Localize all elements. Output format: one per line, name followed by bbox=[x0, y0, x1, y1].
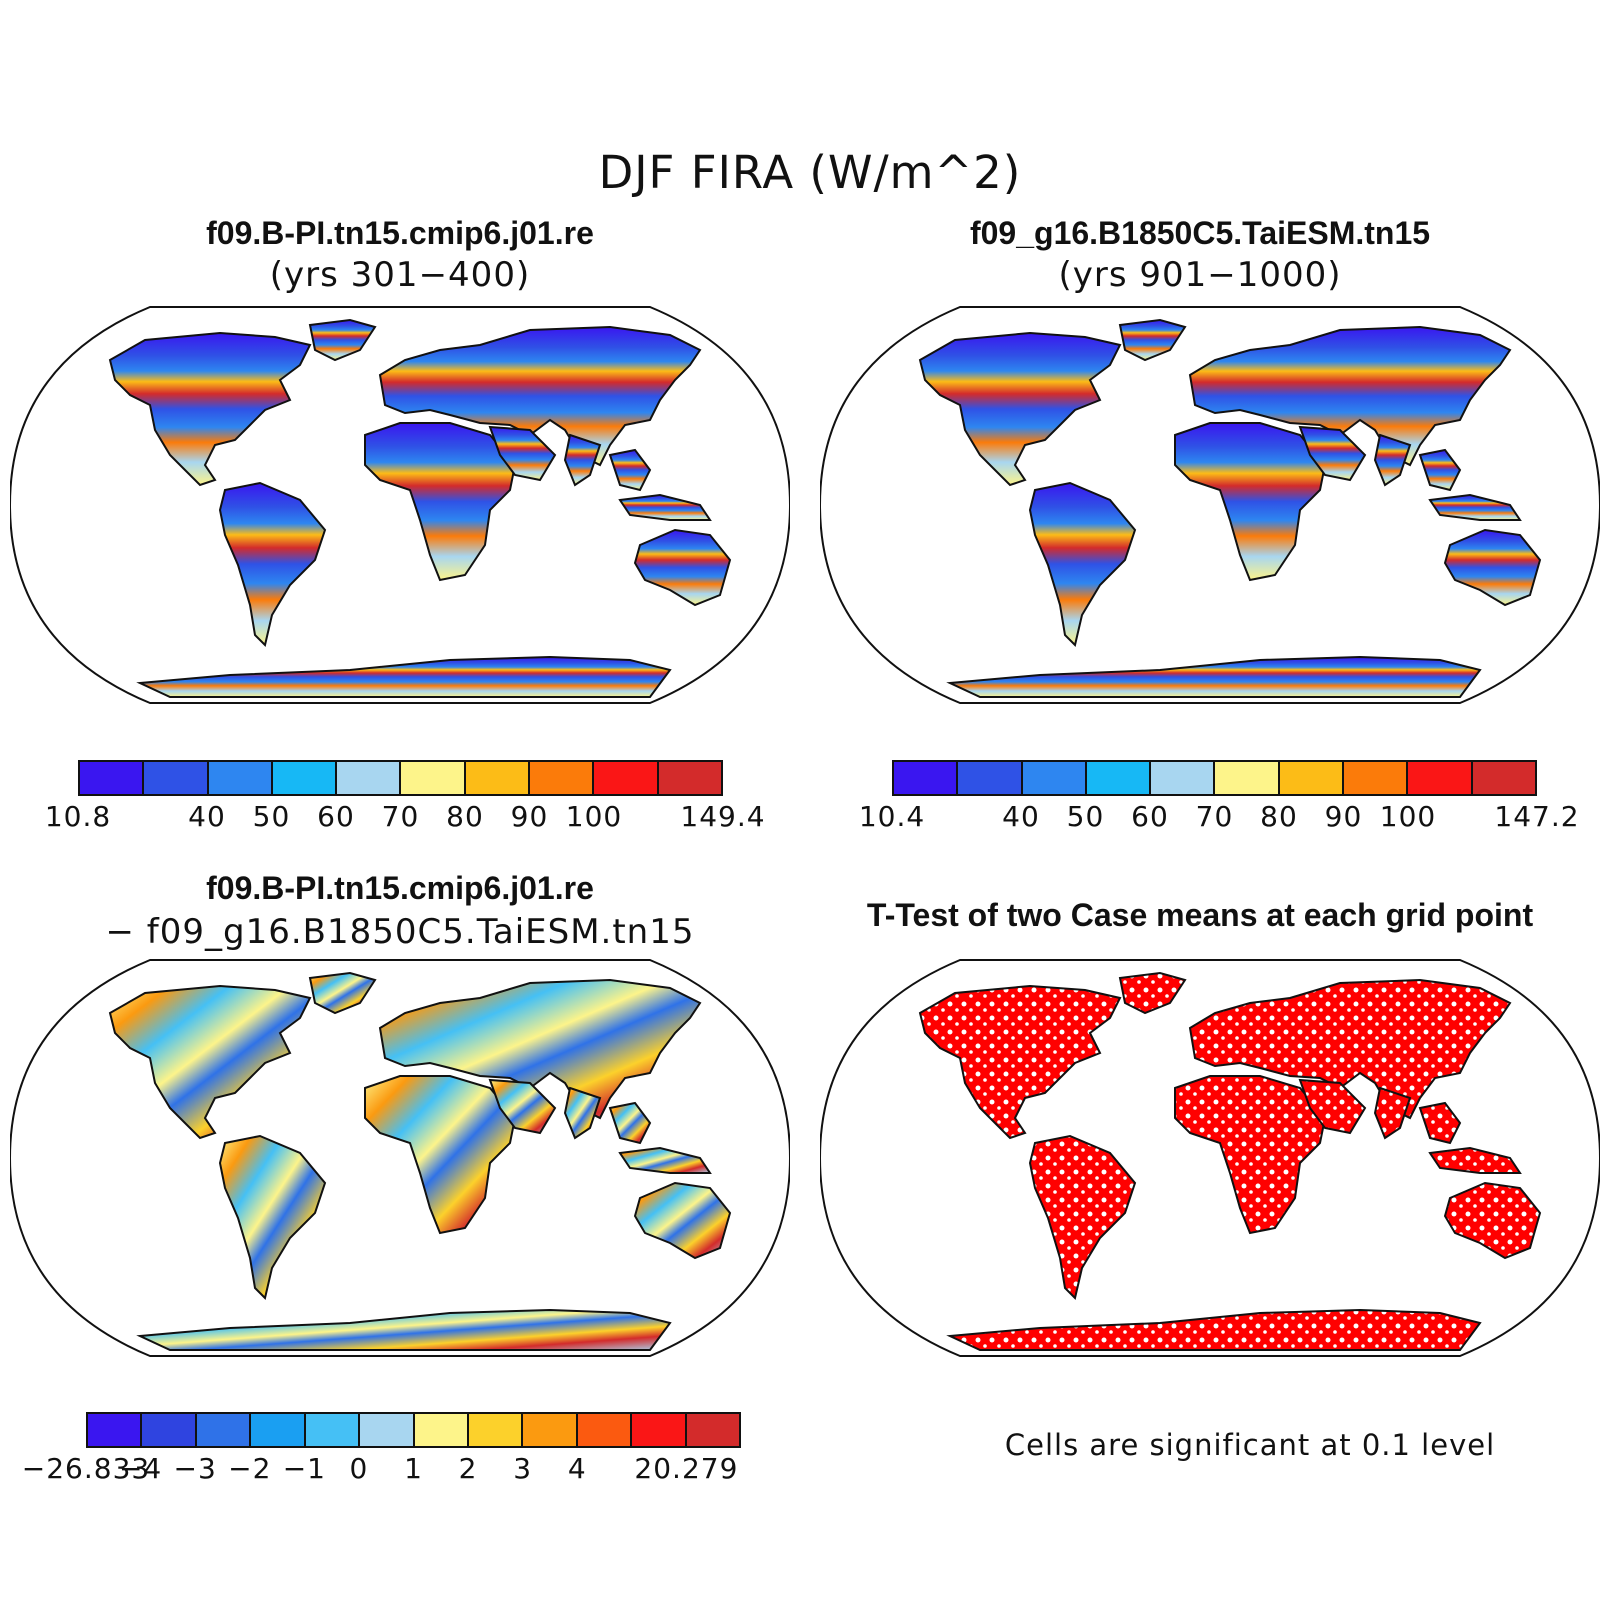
colorbar-tick-label: −2 bbox=[228, 1452, 272, 1485]
panel4-map-border bbox=[820, 959, 1600, 1357]
panel2-map-border bbox=[820, 306, 1600, 704]
colorbar-tick-label: 4 bbox=[567, 1452, 587, 1485]
colorbar-tick-label: 60 bbox=[317, 800, 355, 833]
colorbar-swatch bbox=[530, 762, 595, 794]
colorbar-swatch bbox=[142, 1414, 197, 1446]
colorbar-tick-label: 70 bbox=[381, 800, 420, 833]
colorbar-tick-label: 90 bbox=[510, 800, 549, 833]
panel4-map bbox=[820, 959, 1600, 1357]
panel1-map-border bbox=[10, 306, 790, 704]
panel1-subtitle: (yrs 301−400) bbox=[269, 255, 531, 295]
colorbar-tick-label: 80 bbox=[446, 800, 484, 833]
colorbar-swatch bbox=[272, 762, 338, 794]
panel4-land bbox=[919, 972, 1541, 1351]
panel3-title: f09.B-PI.tn15.cmip6.j01.re bbox=[206, 870, 594, 906]
colorbar-swatch bbox=[80, 762, 145, 794]
panel1-land bbox=[109, 319, 731, 698]
panel4-note: Cells are significant at 0.1 level bbox=[1004, 1428, 1496, 1462]
colorbar-tick-label: −4 bbox=[118, 1452, 163, 1485]
colorbar-tick-label: 149.4 bbox=[680, 800, 766, 833]
colorbar-tick-label: −1 bbox=[282, 1452, 326, 1485]
colorbar-tick-label: 80 bbox=[1260, 800, 1298, 833]
colorbar-swatch bbox=[208, 762, 273, 794]
panel1-map bbox=[10, 306, 790, 704]
colorbar-swatch bbox=[1408, 762, 1473, 794]
panel2-land bbox=[919, 319, 1541, 698]
colorbar-tick-label: 10.4 bbox=[858, 800, 926, 833]
colorbar-tick-label: 100 bbox=[565, 800, 623, 833]
colorbar-swatch bbox=[894, 762, 959, 794]
colorbar-swatch bbox=[958, 762, 1023, 794]
colorbar-swatch bbox=[1344, 762, 1409, 794]
colorbar-tick-label: 3 bbox=[513, 1452, 533, 1485]
colorbar-swatch bbox=[196, 1414, 252, 1446]
colorbar-swatch bbox=[686, 1414, 740, 1446]
colorbar-tick-label: 90 bbox=[1324, 800, 1363, 833]
colorbar-tick-label: 50 bbox=[1066, 800, 1105, 833]
panel3-land bbox=[109, 972, 731, 1351]
panel2-colorbar bbox=[892, 760, 1537, 796]
colorbar-swatch bbox=[632, 1414, 687, 1446]
panel3-colorbar bbox=[86, 1412, 741, 1448]
panel2-title: f09_g16.B1850C5.TaiESM.tn15 bbox=[969, 215, 1431, 251]
colorbar-swatch bbox=[337, 762, 402, 794]
panel4-title: T-Test of two Case means at each grid po… bbox=[866, 897, 1534, 933]
colorbar-swatch bbox=[360, 1414, 415, 1446]
colorbar-swatch bbox=[88, 1414, 143, 1446]
colorbar-swatch bbox=[144, 762, 209, 794]
colorbar-swatch bbox=[305, 1414, 361, 1446]
colorbar-swatch bbox=[414, 1414, 469, 1446]
panel3-subtitle: − f09_g16.B1850C5.TaiESM.tn15 bbox=[105, 912, 695, 952]
colorbar-swatch bbox=[594, 762, 659, 794]
colorbar-swatch bbox=[1215, 762, 1280, 794]
colorbar-tick-label: 20.279 bbox=[634, 1452, 739, 1485]
colorbar-tick-label: 2 bbox=[458, 1452, 478, 1485]
colorbar-tick-label: 40 bbox=[188, 800, 226, 833]
panel3-map bbox=[10, 959, 790, 1357]
colorbar-swatch bbox=[1022, 762, 1087, 794]
panel1-colorbar bbox=[78, 760, 723, 796]
colorbar-tick-label: 10.8 bbox=[44, 800, 112, 833]
colorbar-tick-label: 70 bbox=[1195, 800, 1234, 833]
colorbar-tick-label: 40 bbox=[1002, 800, 1040, 833]
colorbar-swatch bbox=[1279, 762, 1345, 794]
colorbar-tick-label: 60 bbox=[1131, 800, 1169, 833]
colorbar-swatch bbox=[1086, 762, 1152, 794]
colorbar-tick-label: 147.2 bbox=[1494, 800, 1580, 833]
colorbar-swatch bbox=[1472, 762, 1535, 794]
colorbar-swatch bbox=[1151, 762, 1216, 794]
panel2-map bbox=[820, 306, 1600, 704]
panel2-subtitle: (yrs 901−1000) bbox=[1058, 255, 1342, 295]
colorbar-tick-label: 1 bbox=[404, 1452, 423, 1485]
colorbar-tick-label: −26.833 bbox=[21, 1452, 151, 1485]
colorbar-tick-label: 100 bbox=[1379, 800, 1437, 833]
figure-title: DJF FIRA (W/m^2) bbox=[598, 146, 1022, 199]
colorbar-swatch bbox=[401, 762, 466, 794]
colorbar-tick-label: 50 bbox=[252, 800, 291, 833]
colorbar-swatch bbox=[577, 1414, 633, 1446]
colorbar-tick-label: 0 bbox=[349, 1452, 369, 1485]
colorbar-swatch bbox=[468, 1414, 524, 1446]
colorbar-tick-label: −3 bbox=[173, 1452, 217, 1485]
colorbar-swatch bbox=[251, 1414, 306, 1446]
colorbar-swatch bbox=[658, 762, 721, 794]
panel1-title: f09.B-PI.tn15.cmip6.j01.re bbox=[206, 215, 594, 251]
colorbar-swatch bbox=[465, 762, 531, 794]
colorbar-swatch bbox=[523, 1414, 578, 1446]
panel3-map-border bbox=[10, 959, 790, 1357]
